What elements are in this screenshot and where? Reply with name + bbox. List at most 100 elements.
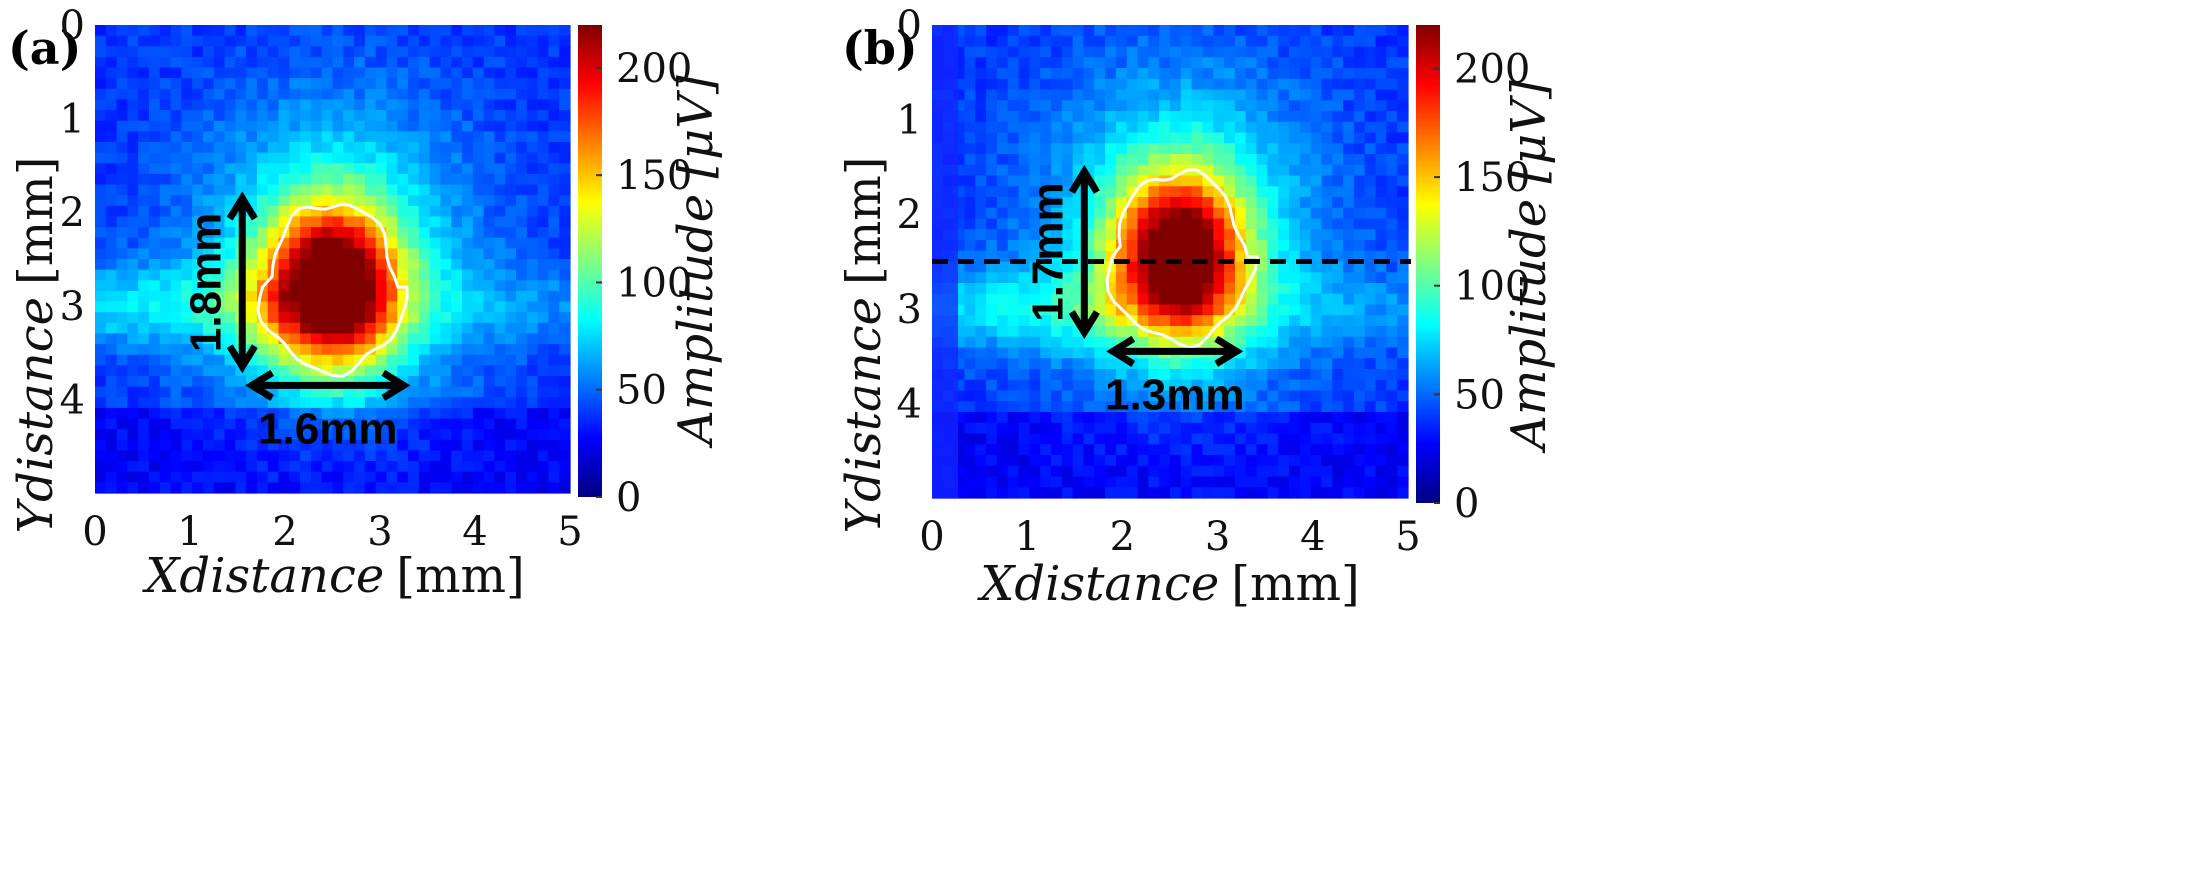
heatmap-cell	[1332, 422, 1344, 435]
heatmap-cell	[127, 386, 139, 398]
heatmap-cell	[1029, 250, 1041, 263]
heatmap-cell	[429, 99, 442, 111]
heatmap-cell	[224, 322, 236, 335]
heatmap-cell	[1224, 293, 1236, 306]
heatmap-cell	[181, 99, 193, 111]
horizontal-dimension-arrow-head-0	[1106, 335, 1136, 367]
heatmap-cell	[246, 184, 258, 196]
heatmap-cell	[408, 376, 420, 388]
heatmap-cell	[1224, 433, 1236, 445]
heatmap-cell	[1051, 465, 1063, 478]
xlabel-text-b: distance	[1014, 556, 1219, 612]
heatmap-cell	[1332, 444, 1344, 456]
heatmap-cell	[472, 25, 485, 37]
heatmap-cell	[1321, 326, 1333, 338]
heatmap-cell	[975, 175, 987, 187]
heatmap-cell	[1061, 218, 1074, 230]
heatmap-cell	[1029, 78, 1041, 91]
heatmap-cell	[1137, 412, 1149, 424]
heatmap-cell	[472, 439, 485, 452]
heatmap-cell	[170, 482, 182, 494]
heatmap-cell	[526, 46, 539, 58]
heatmap-cell	[964, 487, 976, 499]
heatmap-cell	[138, 99, 150, 111]
heatmap-cell	[1105, 433, 1117, 445]
heatmap-cell	[953, 455, 966, 467]
heatmap-cell	[1386, 175, 1398, 187]
heatmap-cell	[451, 386, 463, 398]
heatmap-cell	[429, 439, 442, 452]
heatmap-cell	[559, 248, 571, 260]
heatmap-cell	[986, 358, 998, 370]
heatmap-cell	[267, 322, 280, 335]
heatmap-cell	[1072, 154, 1085, 166]
heatmap-cell	[1105, 304, 1117, 316]
heatmap-cell	[310, 418, 323, 430]
heatmap-cell	[440, 450, 452, 462]
heatmap-cell	[1083, 293, 1095, 306]
xlabel-var-b: X	[976, 556, 1016, 612]
heatmap-cell	[235, 78, 247, 90]
heatmap-cell	[95, 184, 107, 196]
heatmap-cell	[408, 195, 420, 207]
heatmap-cell	[1148, 433, 1160, 445]
heatmap-cell	[300, 131, 312, 143]
heatmap-cell	[138, 184, 150, 196]
heatmap-cell	[1289, 154, 1301, 166]
heatmap-cell	[1072, 89, 1085, 101]
heatmap-cell	[1375, 197, 1387, 209]
heatmap-cell	[213, 418, 226, 430]
heatmap-cell	[202, 354, 215, 366]
heatmap-cell	[1332, 175, 1344, 187]
heatmap-cell	[1321, 100, 1333, 112]
heatmap-cell	[1353, 132, 1366, 144]
heatmap-cell	[526, 205, 539, 218]
heatmap-cell	[1051, 315, 1063, 327]
heatmap-cell	[1083, 283, 1095, 295]
heatmap-cell	[343, 195, 355, 207]
heatmap-cell	[235, 429, 247, 441]
heatmap-cell	[170, 163, 182, 175]
heatmap-cell	[418, 322, 431, 335]
heatmap-cell	[343, 439, 355, 452]
heatmap-cell	[1299, 121, 1312, 134]
heatmap-cell	[559, 46, 571, 58]
heatmap-cell	[1245, 369, 1258, 381]
heatmap-cell	[1018, 476, 1030, 488]
heatmap-cell	[116, 131, 128, 143]
heatmap-cell	[516, 450, 528, 462]
heatmap-cell	[559, 322, 571, 335]
heatmap-cell	[321, 216, 334, 228]
heatmap-cell	[1007, 78, 1020, 91]
heatmap-cell	[429, 450, 442, 462]
heatmap-cell	[116, 259, 128, 271]
heatmap-cell	[1094, 154, 1106, 166]
heatmap-cell	[159, 333, 172, 345]
heatmap-cell	[996, 326, 1009, 338]
heatmap-cell	[354, 344, 366, 356]
heatmap-cell	[213, 227, 226, 239]
heatmap-cell	[1289, 379, 1301, 392]
xlabel-text-a: distance	[179, 548, 384, 604]
heatmap-cell	[300, 88, 312, 101]
heatmap-cell	[289, 290, 301, 303]
heatmap-cell	[494, 227, 506, 239]
heatmap-cell	[1148, 143, 1160, 155]
heatmap-cell	[116, 195, 128, 207]
heatmap-cell	[354, 397, 366, 409]
heatmap-cell	[224, 173, 236, 186]
heatmap-cell	[332, 333, 344, 345]
heatmap-cell	[1040, 401, 1052, 413]
heatmap-cell	[1115, 132, 1128, 144]
heatmap-cell	[472, 376, 485, 388]
heatmap-cell	[95, 290, 107, 303]
heatmap-cell	[1180, 444, 1193, 456]
heatmap-cell	[354, 376, 366, 388]
heatmap-cell	[1029, 175, 1041, 187]
heatmap-cell	[116, 99, 128, 111]
heatmap-cell	[148, 216, 161, 228]
heatmap-cell	[1224, 218, 1236, 230]
heatmap-cell	[975, 304, 987, 316]
heatmap-cell	[1061, 78, 1074, 91]
heatmap-cell	[1321, 336, 1333, 349]
